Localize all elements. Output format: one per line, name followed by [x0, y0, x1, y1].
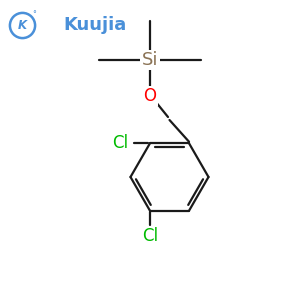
Text: Kuujia: Kuujia — [63, 16, 126, 34]
Text: °: ° — [33, 10, 36, 19]
Text: Cl: Cl — [142, 227, 158, 245]
Text: Si: Si — [142, 51, 158, 69]
Text: K: K — [18, 19, 27, 32]
Text: Cl: Cl — [112, 134, 128, 152]
Text: O: O — [143, 87, 157, 105]
